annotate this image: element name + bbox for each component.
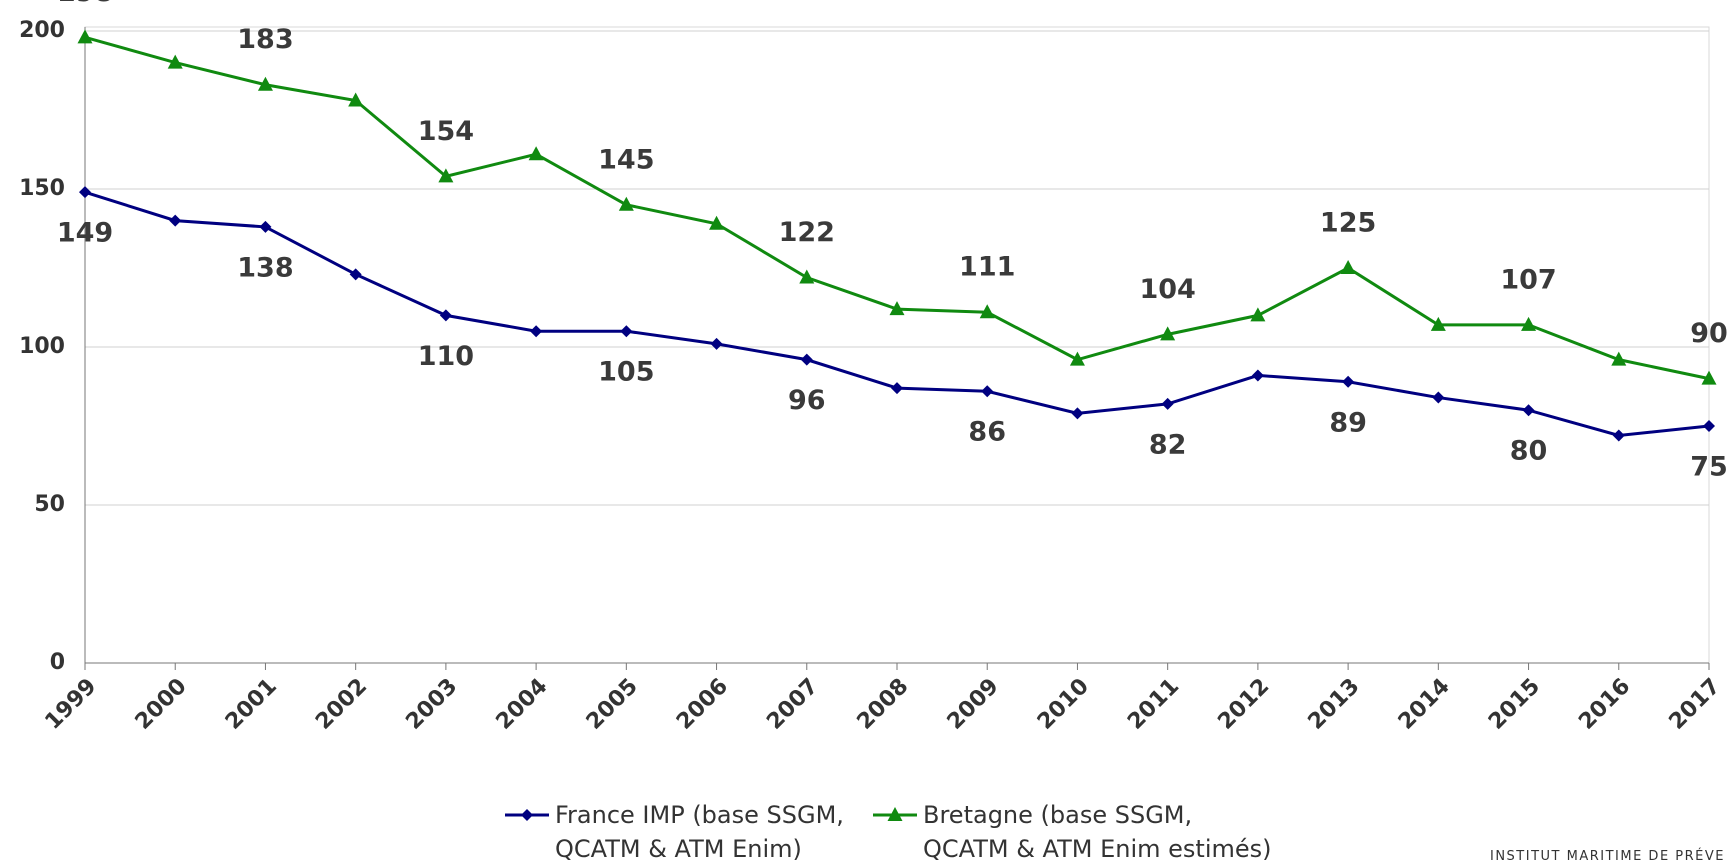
data-point xyxy=(259,220,272,233)
data-point xyxy=(1432,391,1445,404)
data-label: 154 xyxy=(418,116,474,147)
data-label: 105 xyxy=(598,357,654,388)
y-tick-label: 100 xyxy=(19,334,65,359)
data-point xyxy=(79,186,91,199)
data-label: 90 xyxy=(1690,318,1728,349)
data-point xyxy=(1069,351,1085,366)
data-label: 89 xyxy=(1329,407,1367,438)
x-tick-label: 2017 xyxy=(1665,674,1726,735)
x-tick-label: 2005 xyxy=(582,674,643,735)
data-label: 138 xyxy=(237,252,293,283)
y-tick-label: 150 xyxy=(19,176,65,201)
x-tick-label: 2000 xyxy=(131,674,192,735)
data-point xyxy=(1611,351,1627,366)
data-label: 149 xyxy=(57,218,113,249)
data-point xyxy=(1160,326,1176,341)
x-tick-label: 2012 xyxy=(1213,674,1274,735)
data-point xyxy=(1430,316,1446,331)
data-point xyxy=(1161,397,1174,410)
x-tick-label: 2014 xyxy=(1394,674,1455,735)
x-tick-label: 2010 xyxy=(1033,674,1094,735)
data-label: 122 xyxy=(779,217,835,248)
data-point xyxy=(799,269,815,284)
data-label: 86 xyxy=(968,417,1006,448)
y-tick-label: 50 xyxy=(34,492,65,517)
data-point xyxy=(979,304,995,319)
data-label: 125 xyxy=(1320,208,1376,239)
data-point xyxy=(167,54,183,69)
data-point xyxy=(1703,420,1715,432)
data-label: 111 xyxy=(959,252,1015,283)
x-tick-label: 2016 xyxy=(1574,674,1635,735)
data-label: 183 xyxy=(237,24,293,55)
data-label: 96 xyxy=(788,385,826,416)
data-point xyxy=(1251,369,1264,382)
x-tick-label: 2013 xyxy=(1304,674,1365,735)
data-point xyxy=(257,76,273,91)
data-point xyxy=(1701,370,1717,385)
data-point xyxy=(1521,316,1537,331)
data-label: 104 xyxy=(1139,274,1195,305)
x-tick-label: 1999 xyxy=(41,674,102,735)
data-point xyxy=(348,92,364,107)
x-tick-label: 2003 xyxy=(401,674,462,735)
data-point xyxy=(800,353,813,366)
x-tick-label: 2008 xyxy=(853,674,914,735)
x-tick-label: 2004 xyxy=(492,674,553,735)
data-point xyxy=(620,325,633,338)
data-point xyxy=(891,382,903,395)
data-point xyxy=(1250,307,1266,322)
data-point xyxy=(1340,260,1356,274)
data-point xyxy=(349,268,362,281)
data-point xyxy=(1612,429,1625,442)
plot-frame xyxy=(84,26,1710,664)
x-tick-label: 2007 xyxy=(762,674,823,735)
x-tick-label: 2009 xyxy=(943,674,1004,735)
data-point xyxy=(887,807,903,821)
x-tick-label: 2001 xyxy=(221,674,282,735)
y-tick-label: 200 xyxy=(19,18,65,43)
data-point xyxy=(709,215,725,230)
x-tick-label: 2002 xyxy=(311,674,372,735)
data-point xyxy=(710,337,723,350)
series-line xyxy=(84,35,1710,381)
data-label: 110 xyxy=(418,341,474,372)
y-tick-label: 0 xyxy=(50,650,65,675)
x-tick-label: 2015 xyxy=(1484,674,1545,735)
data-label: 80 xyxy=(1510,436,1548,467)
data-point xyxy=(1522,404,1535,417)
x-tick-label: 2011 xyxy=(1123,674,1184,735)
data-point xyxy=(169,214,182,227)
data-point xyxy=(438,168,454,183)
data-point xyxy=(618,196,634,211)
data-point xyxy=(77,29,93,44)
watermark: INSTITUT MARITIME DE PRÉVE xyxy=(1490,848,1725,864)
data-label: 75 xyxy=(1690,452,1728,483)
data-point xyxy=(528,146,544,161)
x-tick-label: 2006 xyxy=(672,674,733,735)
data-point xyxy=(521,809,533,821)
data-label: 198 xyxy=(57,0,113,8)
legend-label: France IMP (base SSGM, QCATM & ATM Enim) xyxy=(555,801,844,863)
data-label: 107 xyxy=(1500,264,1556,295)
data-point xyxy=(889,301,905,316)
legend-label: Bretagne (base SSGM, QCATM & ATM Enim est… xyxy=(923,801,1272,863)
data-label: 82 xyxy=(1149,429,1187,460)
data-point xyxy=(981,385,994,398)
data-point xyxy=(1071,407,1084,420)
data-point xyxy=(439,309,452,322)
data-point xyxy=(1342,375,1355,388)
data-point xyxy=(530,325,543,338)
data-label: 145 xyxy=(598,144,654,175)
